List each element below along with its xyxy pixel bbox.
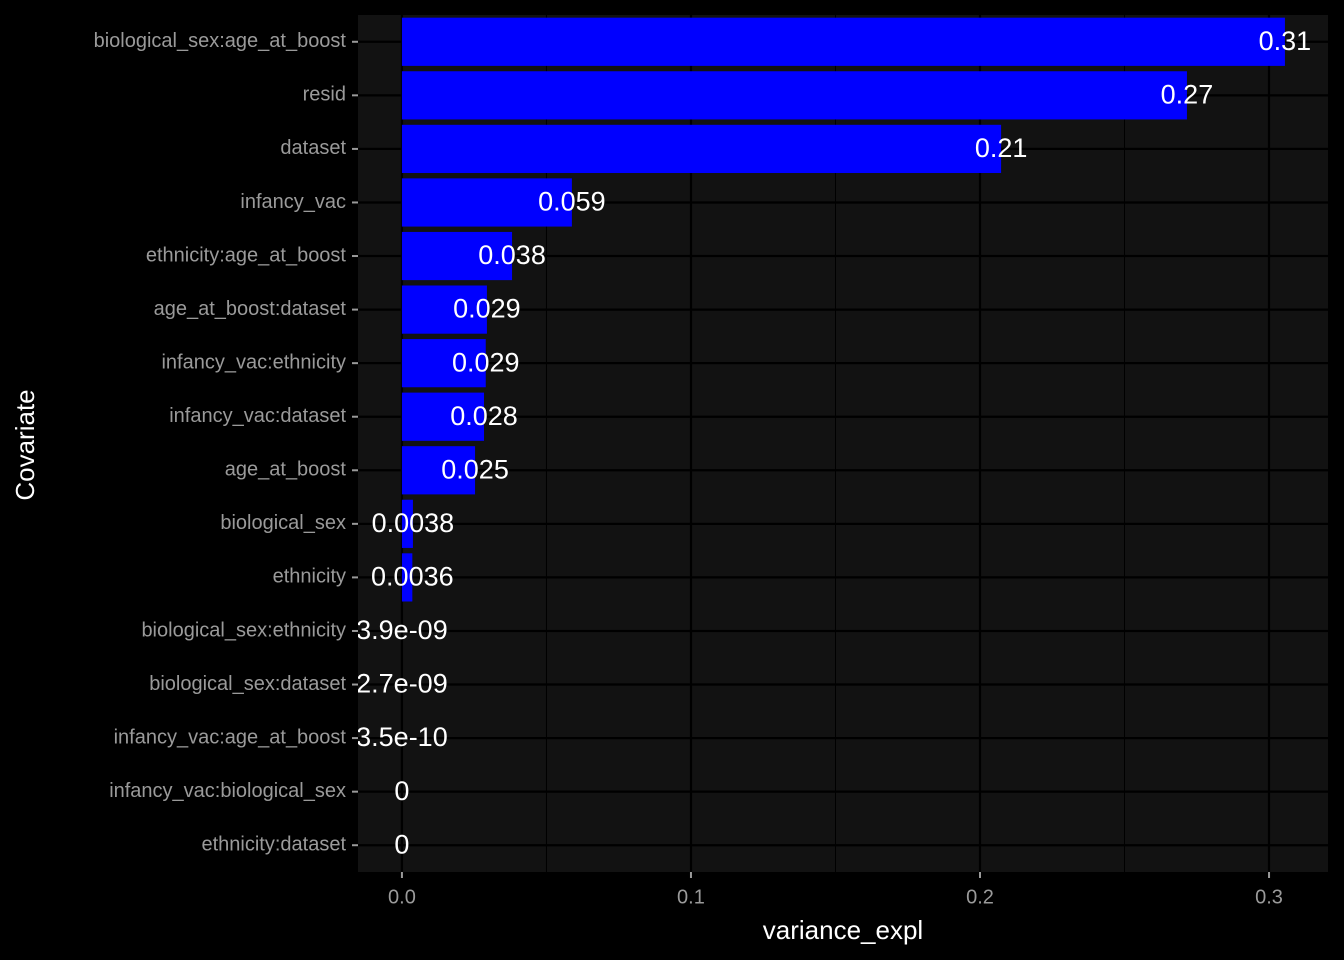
- y-tick-label: infancy_vac:age_at_boost: [114, 726, 347, 748]
- x-tick-label: 0.1: [677, 886, 705, 908]
- bar: [401, 124, 1002, 174]
- x-tick-label: 0.0: [388, 886, 416, 908]
- bar: [401, 392, 485, 441]
- bar: [401, 71, 1187, 120]
- value-label: 0.038: [478, 240, 546, 270]
- value-label: 0.028: [450, 401, 518, 431]
- y-tick-label: ethnicity:age_at_boost: [146, 244, 347, 266]
- y-tick-label: biological_sex:age_at_boost: [94, 30, 347, 52]
- value-label: 0: [394, 829, 409, 859]
- y-tick-label: ethnicity:dataset: [201, 834, 346, 856]
- value-label: 0.0036: [371, 562, 454, 592]
- bar: [401, 178, 572, 227]
- bar: [401, 446, 476, 495]
- x-tick-label: 0.2: [966, 886, 994, 908]
- value-label: 0.21: [975, 133, 1028, 163]
- value-label: 0.025: [441, 454, 509, 484]
- y-tick-label: age_at_boost:dataset: [154, 298, 347, 320]
- value-label: 0.029: [453, 294, 521, 324]
- y-tick-label: ethnicity: [273, 566, 346, 588]
- bar: [401, 231, 513, 281]
- value-label: 2.7e-09: [356, 669, 448, 699]
- value-label: 0.0038: [372, 508, 455, 538]
- value-label: 3.5e-10: [356, 722, 448, 752]
- bar: [401, 499, 413, 548]
- y-tick-label: infancy_vac: [240, 191, 346, 213]
- value-label: 0.029: [452, 347, 520, 377]
- y-axis-title: Covariate: [10, 389, 40, 500]
- y-tick-label: biological_sex: [220, 512, 346, 534]
- value-label: 0.059: [538, 187, 606, 217]
- y-tick-label: biological_sex:dataset: [149, 673, 346, 695]
- y-tick-label: infancy_vac:dataset: [169, 405, 346, 427]
- y-tick-label: biological_sex:ethnicity: [141, 619, 346, 641]
- value-label: 0: [394, 776, 409, 806]
- bar: [401, 17, 1285, 66]
- y-tick-label: dataset: [280, 137, 346, 159]
- y-tick-label: infancy_vac:biological_sex: [109, 780, 346, 802]
- bar: [401, 285, 487, 334]
- y-tick-label: resid: [303, 84, 346, 106]
- bar: [401, 339, 486, 388]
- x-tick-label: 0.3: [1255, 886, 1283, 908]
- y-tick-label: infancy_vac:ethnicity: [161, 351, 346, 373]
- x-axis-title: variance_expl: [763, 915, 923, 945]
- bar: [401, 553, 413, 602]
- value-label: 0.31: [1259, 26, 1312, 56]
- y-tick-label: age_at_boost: [225, 459, 347, 481]
- value-label: 3.9e-09: [356, 615, 448, 645]
- value-label: 0.27: [1161, 79, 1214, 109]
